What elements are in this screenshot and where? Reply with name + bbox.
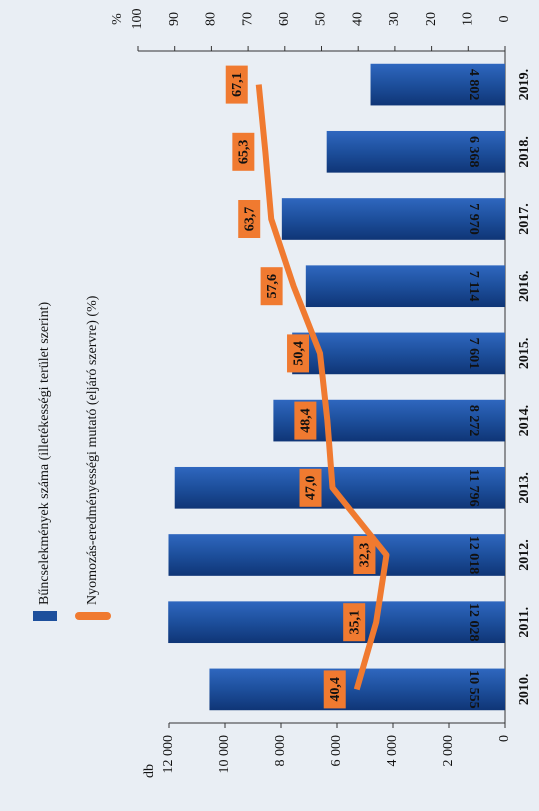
bar-value-label: 11 796 [466,469,481,507]
bar [168,601,505,644]
line-value-label: 32,3 [358,543,373,568]
bar [292,332,505,375]
bar-value-label: 7 970 [466,203,481,235]
value-label-box [232,132,255,171]
x-tick-label: 2010. [517,674,532,706]
y-tick-label: 6 000 [329,735,344,767]
line-value-label: 48,4 [299,408,314,433]
value-label-box [260,267,283,306]
bar-value-label: 6 368 [466,136,481,168]
y-tick-label: 0 [497,735,512,742]
x-tick-label: 2018. [517,136,532,168]
bar-value-label: 10 555 [466,670,481,709]
x-tick-label: 2019. [517,69,532,101]
y-tick-label: 2 000 [441,735,456,767]
bar-value-label: 12 028 [466,603,481,642]
y-tick-label: 10 000 [217,735,232,774]
line [255,84,390,691]
y2-tick-label: 50 [314,12,329,26]
line-value-label: 63,7 [242,207,257,232]
y2-tick-label: 0 [497,16,512,23]
y2-tick-label: 90 [167,12,182,26]
bar [168,534,505,576]
y2-tick-label: 70 [240,12,255,26]
x-tick-label: 2013. [517,472,532,504]
bar [281,198,505,240]
y2-tick-label: 80 [204,12,219,26]
y-axis-label: db [142,764,157,778]
line-value-label: 67,1 [230,72,245,97]
y2-tick-label: 60 [277,12,292,26]
line-value-label: 50,4 [291,341,306,366]
value-label-box [353,536,376,574]
bar-value-label: 4 802 [466,69,481,101]
y2-tick-label: 10 [461,12,476,26]
value-label-box [323,670,346,709]
y-tick-label: 4 000 [385,735,400,767]
bar [370,63,505,106]
y2-tick-label: 20 [424,12,439,26]
line-value-label: 65,3 [237,140,252,165]
line-value-label: 57,6 [265,274,280,299]
value-label-box [238,200,261,238]
line-value-label: 47,0 [304,476,319,501]
legend-label: Bűncselekmények száma (illetékességi ter… [37,301,52,605]
x-tick-label: 2014. [517,405,532,437]
line-value-label: 40,4 [328,677,343,702]
y2-axis-label: % [110,13,125,25]
y-tick-label: 8 000 [273,735,288,767]
x-tick-label: 2016. [517,270,532,302]
x-tick-label: 2017. [517,203,532,235]
bar [273,399,505,442]
y-tick-label: 12 000 [161,735,176,774]
value-label-box [287,334,310,373]
value-label-box [225,65,248,104]
bar-value-label: 8 272 [466,405,481,437]
x-tick-label: 2015. [517,338,532,370]
legend-swatch [33,611,57,621]
bar [174,466,505,509]
bar [326,130,506,173]
y2-tick-label: 30 [387,12,402,26]
value-label-box [299,468,322,507]
line-value-label: 35,1 [347,610,362,635]
value-label-box [294,401,317,440]
bar [305,265,506,308]
bar-value-label: 7 114 [466,271,481,302]
bar-value-label: 7 601 [466,338,481,370]
bar-value-label: 12 018 [466,536,481,575]
y2-tick-label: 100 [130,9,145,30]
y2-tick-label: 40 [350,12,365,26]
x-tick-label: 2011. [517,607,532,638]
value-label-box [343,603,366,642]
x-tick-label: 2012. [517,539,532,571]
legend-label: Nyomozás-eredményességi mutató (eljáró s… [85,295,100,605]
